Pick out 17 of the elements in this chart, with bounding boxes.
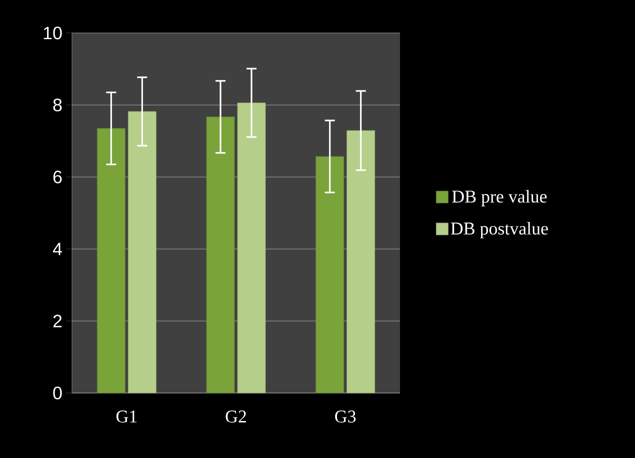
x-tick-label: G1	[116, 410, 137, 423]
x-tick-label: G3	[335, 410, 356, 423]
bar	[346, 130, 376, 394]
y-tick-label: 8	[53, 98, 62, 112]
y-tick-label: 2	[53, 314, 62, 328]
y-tick-label: 0	[53, 386, 62, 400]
legend-label: DB pre value	[452, 190, 547, 206]
y-tick-label: 6	[53, 170, 62, 184]
y-tick-label: 4	[52, 242, 62, 256]
bar	[316, 156, 344, 394]
legend-label: DB postvalue	[450, 222, 548, 238]
x-tick-label: G2	[226, 410, 246, 423]
bar	[128, 111, 156, 394]
bar	[237, 102, 266, 394]
y-tick-label: 10	[44, 26, 62, 40]
bar	[206, 116, 235, 394]
bar	[96, 128, 126, 394]
